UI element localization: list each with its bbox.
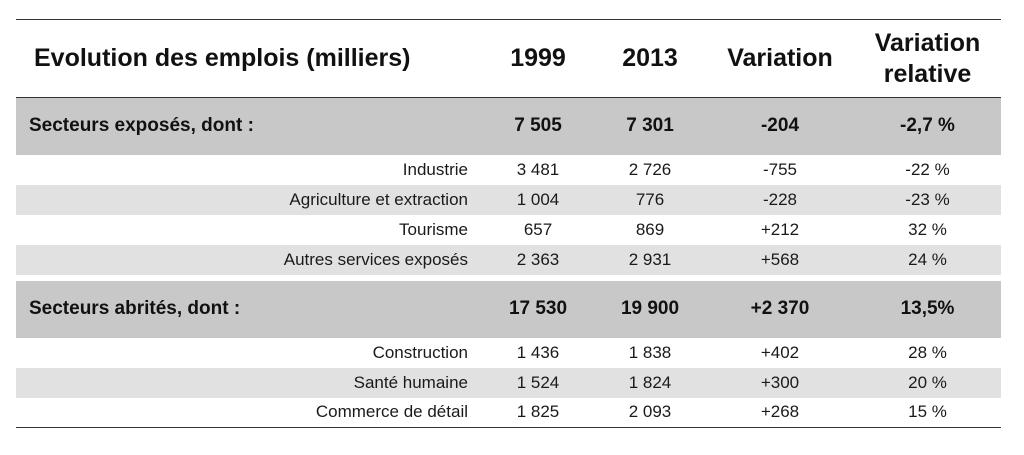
cell-variation: +2 370 xyxy=(750,298,810,319)
table-row: Industrie 3 481 2 726 -755 -22 % xyxy=(16,155,1001,185)
cell-2013: 2 726 xyxy=(628,159,672,179)
cell-1999: 1 524 xyxy=(516,372,560,392)
table-row: Santé humaine 1 524 1 824 +300 20 % xyxy=(16,367,1001,398)
cell-variation: +268 xyxy=(706,397,854,428)
table-row: Autres services exposés 2 363 2 931 +568… xyxy=(16,244,1001,275)
row-label: Commerce de détail xyxy=(16,397,482,428)
cell-2013: 1 838 xyxy=(628,342,672,362)
table-row: Commerce de détail 1 825 2 093 +268 15 % xyxy=(16,397,1001,428)
cell-1999: 3 481 xyxy=(516,159,560,179)
employment-table-container: Evolution des emplois (milliers) 1999 20… xyxy=(16,19,1001,428)
cell-relative: 20 % xyxy=(908,372,947,392)
cell-2013: 1 824 xyxy=(628,372,672,392)
cell-2013: 2 093 xyxy=(594,397,706,428)
header-variation-relative: Variation relative xyxy=(854,19,1001,98)
table-row: Tourisme 657 869 +212 32 % xyxy=(16,215,1001,245)
cell-2013: 869 xyxy=(635,219,665,239)
cell-relative: -22 % xyxy=(905,159,950,179)
employment-table: Evolution des emplois (milliers) 1999 20… xyxy=(16,19,1001,428)
table-title: Evolution des emplois (milliers) xyxy=(16,19,482,98)
row-label: Industrie xyxy=(402,159,468,179)
cell-variation: +568 xyxy=(760,249,800,269)
cell-variation: +212 xyxy=(760,219,800,239)
section-label: Secteurs exposés, dont : xyxy=(29,115,254,137)
cell-1999: 1 436 xyxy=(516,342,560,362)
cell-variation: -228 xyxy=(762,189,798,209)
cell-relative: -2,7 % xyxy=(900,115,955,137)
cell-variation: +402 xyxy=(760,342,800,362)
cell-1999: 7 505 xyxy=(514,115,562,137)
section-label: Secteurs abrités, dont : xyxy=(29,298,241,319)
cell-relative: 13,5% xyxy=(900,298,955,319)
row-label: Construction xyxy=(372,342,468,362)
cell-variation: -755 xyxy=(762,159,798,179)
cell-1999: 2 363 xyxy=(516,249,560,269)
cell-variation: +300 xyxy=(760,372,800,392)
cell-1999: 657 xyxy=(523,219,553,239)
cell-variation: -204 xyxy=(760,115,800,137)
header-variation: Variation xyxy=(706,19,854,98)
cell-2013: 7 301 xyxy=(626,115,674,137)
row-label: Autres services exposés xyxy=(283,249,468,269)
section-row-sheltered: Secteurs abrités, dont : 17 530 19 900 +… xyxy=(16,280,1001,338)
cell-2013: 19 900 xyxy=(620,298,680,319)
row-label: Agriculture et extraction xyxy=(289,189,468,209)
cell-1999: 1 004 xyxy=(516,189,560,209)
cell-relative: 24 % xyxy=(908,249,947,269)
header-1999: 1999 xyxy=(482,19,594,98)
section-row-exposed: Secteurs exposés, dont : 7 505 7 301 -20… xyxy=(16,97,1001,155)
cell-relative: -23 % xyxy=(905,189,950,209)
table-row: Agriculture et extraction 1 004 776 -228… xyxy=(16,184,1001,215)
cell-relative: 15 % xyxy=(854,397,1001,428)
cell-2013: 2 931 xyxy=(628,249,672,269)
cell-1999: 1 825 xyxy=(482,397,594,428)
row-label: Tourisme xyxy=(399,219,468,239)
table-row: Construction 1 436 1 838 +402 28 % xyxy=(16,338,1001,368)
header-row: Evolution des emplois (milliers) 1999 20… xyxy=(16,19,1001,98)
cell-relative: 28 % xyxy=(908,342,947,362)
row-label: Santé humaine xyxy=(353,372,468,392)
cell-relative: 32 % xyxy=(908,219,947,239)
cell-2013: 776 xyxy=(635,189,665,209)
header-2013: 2013 xyxy=(594,19,706,98)
cell-1999: 17 530 xyxy=(508,298,568,319)
